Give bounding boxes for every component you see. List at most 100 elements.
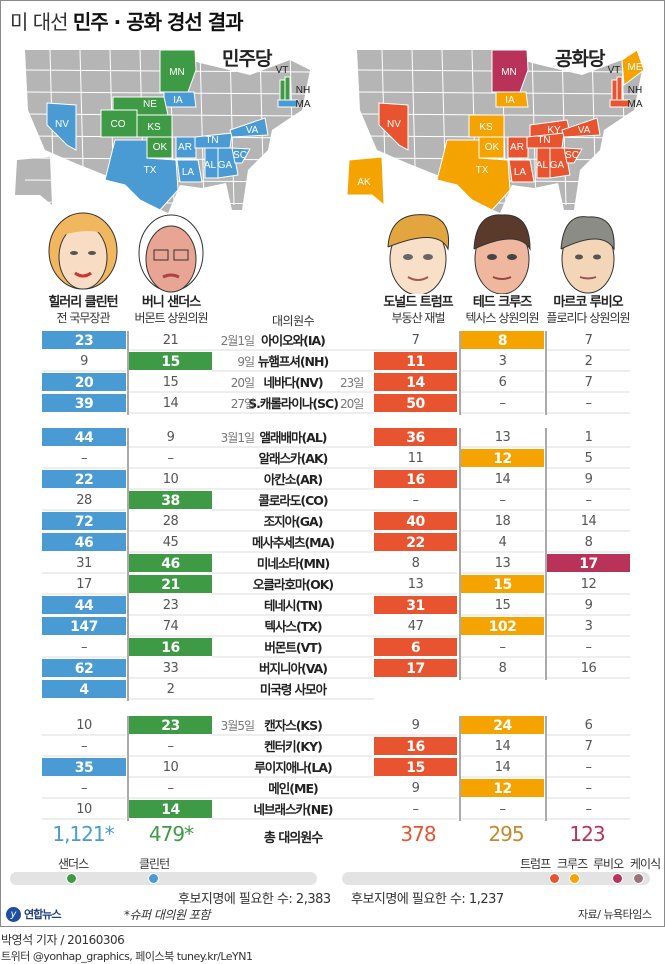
superdelegate-note: *슈퍼 대의원 포함 <box>124 908 210 922</box>
cruz-portrait <box>473 214 531 294</box>
sanders-progress-dot <box>65 873 77 884</box>
sanders-portrait <box>138 214 204 293</box>
state-name: 켄터키(KY) <box>212 737 374 757</box>
legend-kasich: 케이식 <box>630 857 661 871</box>
sanders-delegates: 23 <box>129 596 212 616</box>
legend-cruz: 크루즈 <box>557 857 588 871</box>
clinton-delegates: 28 <box>42 491 126 511</box>
column-divider <box>459 716 461 821</box>
state-name: 메인(ME) <box>212 779 374 799</box>
sanders-delegates: 74 <box>129 617 212 637</box>
rubio-delegates: 1 <box>547 428 630 448</box>
clinton-delegates: 72 <box>42 512 126 532</box>
state-ia <box>495 91 529 108</box>
state-name: 미네소타(MN) <box>212 554 374 574</box>
rubio-role: 플로리다 상원의원 <box>546 311 630 325</box>
rubio-name: 마르코 루비오 <box>553 295 623 310</box>
clinton-delegates: – <box>42 737 126 757</box>
state-label: IA <box>505 95 515 106</box>
trump-progress-dot <box>549 873 560 884</box>
clinton-delegates: 10 <box>42 800 126 820</box>
state-label: OK <box>153 142 168 153</box>
state-ma <box>277 99 299 108</box>
cruz-delegates: 12 <box>461 449 544 469</box>
rubio-delegates: 6 <box>547 716 630 736</box>
state-label: AL <box>204 160 217 171</box>
legend-sanders: 샌더스 <box>58 857 89 871</box>
state-ar <box>175 136 197 159</box>
sanders-delegates: 9 <box>129 428 212 448</box>
trump-delegates: 13 <box>374 575 457 595</box>
trump-name: 도널드 트럼프 <box>383 295 453 310</box>
alaska-base <box>15 157 52 205</box>
state-label: VT <box>608 65 621 76</box>
trump-delegates: 36 <box>374 428 457 448</box>
democratic-party-label: 민주당 <box>222 48 272 70</box>
state-label: LA <box>514 167 527 178</box>
cruz-role: 텍사스 상원의원 <box>465 311 539 325</box>
state-name: 콜로라도(CO) <box>212 491 374 511</box>
rubio-delegates: – <box>547 800 630 820</box>
state-border <box>356 201 643 205</box>
republican-party-label: 공화당 <box>555 48 605 70</box>
state-label: VA <box>578 125 591 136</box>
rubio-total: 123 <box>569 822 605 846</box>
state-name: 알래스카(AK) <box>212 449 374 469</box>
primary-date: 3월1일 <box>220 431 255 445</box>
sanders-delegates: 23 <box>129 716 212 736</box>
cruz-delegates: 15 <box>461 575 544 595</box>
state-label: AK <box>357 177 371 188</box>
state-la <box>508 159 535 183</box>
cruz-delegates: 12 <box>461 779 544 799</box>
state-label: TX <box>144 165 157 176</box>
trump-delegates: 17 <box>374 659 457 679</box>
state-label: LA <box>182 167 195 178</box>
state-label: AR <box>510 142 524 153</box>
state-border <box>289 49 295 206</box>
state-name: 버지니아(VA) <box>212 659 374 679</box>
cruz-delegates: 24 <box>461 716 544 736</box>
clinton-delegates: 62 <box>42 659 126 679</box>
state-sc <box>563 147 583 164</box>
cruz-delegates: – <box>461 394 544 414</box>
state-label: NE <box>143 99 157 110</box>
clinton-delegates: 46 <box>42 533 126 553</box>
rep-needed-text: 후보지명에 필요한 수: 1,237 <box>351 892 504 907</box>
state-name: 미국령 사모아 <box>212 680 374 700</box>
state-name: 메사추세츠(MA) <box>212 533 374 553</box>
state-name: 오클라호마(OK) <box>212 575 374 595</box>
sanders-total: 479* <box>148 822 194 846</box>
candidate-portraits <box>48 212 615 294</box>
cruz-delegates: 3 <box>461 352 544 372</box>
state-label: OK <box>485 142 500 153</box>
trump-delegates: 9 <box>374 716 457 736</box>
state-name: 아이오와(IA) <box>212 331 374 351</box>
trump-delegates: – <box>374 800 457 820</box>
column-divider <box>127 428 129 701</box>
dem-progress-bar <box>10 872 317 885</box>
state-label: SC <box>565 150 579 161</box>
rubio-delegates: 7 <box>547 737 630 757</box>
state-va <box>561 117 601 138</box>
trump-delegates: 8 <box>374 554 457 574</box>
trump-portrait <box>387 214 450 294</box>
sanders-delegates: 14 <box>129 800 212 820</box>
primary-date: 3월5일 <box>220 719 255 733</box>
yonhap-logo-text: 연합뉴스 <box>24 908 61 921</box>
state-label: MA <box>296 99 311 110</box>
legend-clinton: 클린턴 <box>139 857 170 871</box>
cruz-progress-dot <box>569 873 580 884</box>
state-name: 루이지애나(LA) <box>212 758 374 778</box>
sanders-delegates: – <box>129 449 212 469</box>
clinton-delegates: 22 <box>42 470 126 490</box>
state-label: AR <box>178 142 192 153</box>
cruz-delegates: 13 <box>461 554 544 574</box>
source: 자료/ 뉴욕타임스 <box>578 908 652 921</box>
rubio-progress-dot <box>612 873 623 884</box>
cruz-delegates: 8 <box>461 331 544 351</box>
state-name: 네바다(NV) <box>212 373 374 393</box>
clinton-delegates: 44 <box>42 596 126 616</box>
yonhap-logo-icon: y <box>6 906 21 922</box>
sanders-delegates: 15 <box>129 352 212 372</box>
trump-delegates: 47 <box>374 617 457 637</box>
